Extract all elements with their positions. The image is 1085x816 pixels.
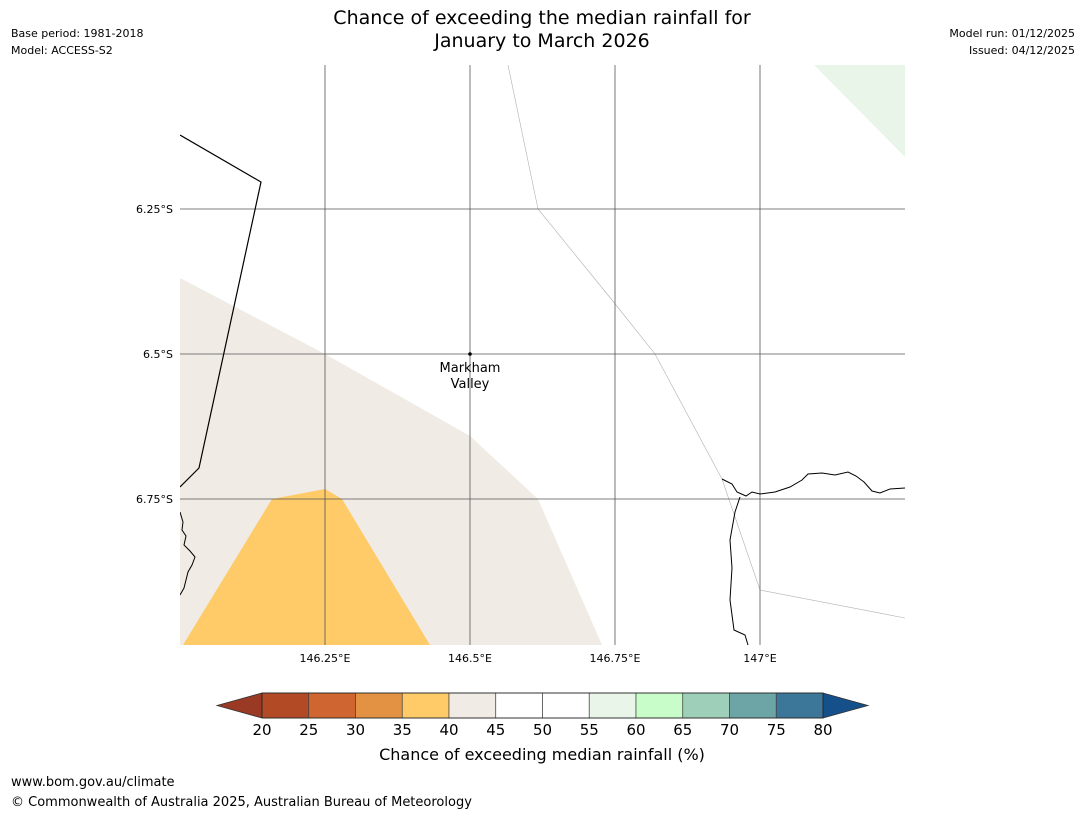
colorbar-extend-low (215, 692, 263, 719)
title-line-2: January to March 2026 (434, 30, 650, 52)
lon-label-146-75: 146.75°E (590, 652, 641, 665)
base-period-text: Base period: 1981-2018 (11, 27, 144, 40)
colorbar-segment-35 (401, 692, 450, 719)
colorbar-segment-40 (448, 692, 497, 719)
colorbar-tick-45: 45 (486, 721, 505, 739)
model-run-text: Model run: 01/12/2025 (949, 27, 1075, 40)
title-line-1: Chance of exceeding the median rainfall … (333, 7, 751, 29)
footer-url[interactable]: www.bom.gov.au/climate (11, 775, 175, 790)
footer-copyright: © Commonwealth of Australia 2025, Austra… (11, 795, 472, 810)
colorbar-segment-60 (635, 692, 684, 719)
colorbar-segment-50 (542, 692, 590, 719)
colorbar-tick-65: 65 (673, 721, 692, 739)
header-meta-right: Model run: 01/12/2025 Issued: 04/12/2025 (949, 25, 1075, 59)
province-boundary (507, 65, 905, 619)
colorbar-tick-80: 80 (813, 721, 832, 739)
colorbar-segment-70 (729, 692, 777, 719)
colorbar-tick-50: 50 (533, 721, 552, 739)
colorbar-tick-75: 75 (767, 721, 786, 739)
map-panel (180, 65, 905, 645)
colorbar-segment-45 (495, 692, 543, 719)
colorbar-extend-high (822, 692, 870, 719)
colorbar-tick-20: 20 (252, 721, 271, 739)
lat-label-6-75: 6.75°S (136, 493, 173, 506)
river-lower-left (180, 511, 196, 596)
colorbar-frame (261, 692, 824, 719)
map-title: Chance of exceeding the median rainfall … (242, 7, 842, 53)
colorbar-tick-35: 35 (393, 721, 412, 739)
lat-label-6-25: 6.25°S (136, 203, 173, 216)
colorbar-segment-55 (588, 692, 637, 719)
region-35-40 (183, 489, 430, 645)
lon-label-146-5: 146.5°E (448, 652, 492, 665)
region-55-60 (814, 65, 905, 157)
colorbar-tick-40: 40 (439, 721, 458, 739)
header-meta-left: Base period: 1981-2018 Model: ACCESS-S2 (11, 25, 143, 59)
colorbar-segment-20 (261, 692, 310, 719)
colorbar-tick-60: 60 (626, 721, 645, 739)
issued-text: Issued: 04/12/2025 (968, 44, 1075, 57)
colorbar-tick-30: 30 (346, 721, 365, 739)
lon-label-146-25: 146.25°E (300, 652, 351, 665)
river-right-south (729, 496, 749, 645)
colorbar-segment-75 (775, 692, 824, 719)
lat-label-6-5: 6.5°S (143, 348, 173, 361)
colorbar-tick-55: 55 (580, 721, 599, 739)
colorbar-title: Chance of exceeding median rainfall (%) (379, 745, 705, 764)
lon-label-147: 147°E (743, 652, 776, 665)
colorbar-tick-70: 70 (720, 721, 739, 739)
river-right (721, 471, 905, 497)
colorbar: 20 25 30 35 40 45 50 55 60 65 70 75 80 (215, 692, 870, 739)
colorbar-segment-65 (682, 692, 730, 719)
colorbar-segment-25 (308, 692, 356, 719)
place-label-line-1: Markham (440, 361, 501, 376)
colorbar-tick-25: 25 (299, 721, 318, 739)
border-line (180, 134, 262, 488)
model-text: Model: ACCESS-S2 (11, 44, 113, 57)
place-label-line-2: Valley (451, 377, 490, 392)
colorbar-segment-30 (355, 692, 403, 719)
markham-valley-marker (468, 352, 472, 356)
